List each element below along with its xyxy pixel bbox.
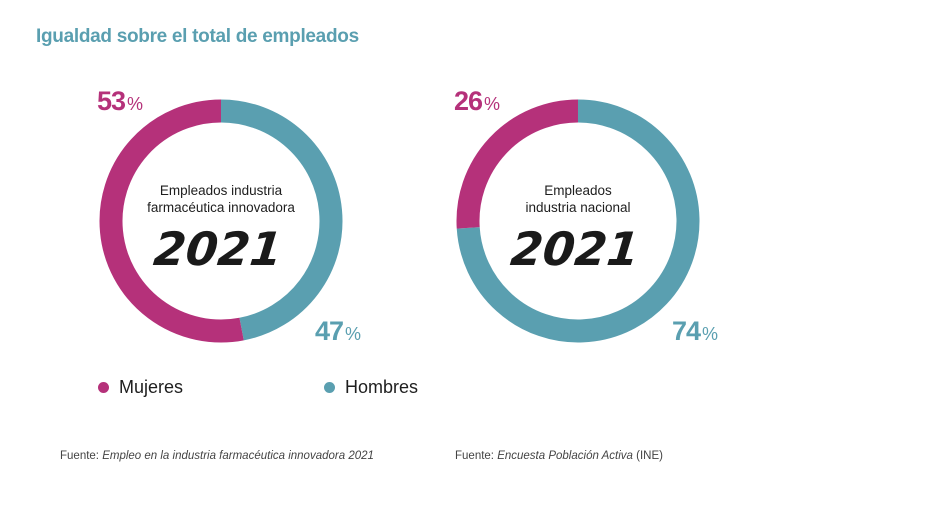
legend-swatch-mujeres (98, 381, 109, 393)
legend-item-mujeres: Mujeres (98, 375, 183, 399)
source-title: Encuesta Población Activa (497, 450, 633, 462)
source-note-1: Fuente: Empleo en la industria farmacéut… (60, 450, 374, 462)
donut-year-label: 2021 (151, 222, 285, 276)
source-title: Empleo en la industria farmacéutica inno… (102, 450, 374, 462)
donut-center-label: farmacéutica innovadora (147, 200, 295, 215)
source-prefix: Fuente: (455, 450, 498, 462)
legend-item-hombres: Hombres (324, 375, 418, 399)
donut-value-label-mujeres: 26% (454, 86, 500, 116)
donut-value-label-hombres: 74% (672, 316, 718, 346)
donut-value-label-mujeres: 53% (97, 86, 143, 116)
source-note-2: Fuente: Encuesta Población Activa (INE) (455, 450, 663, 462)
donut-slice-mujeres (456, 99, 579, 229)
donut-center-label: industria nacional (525, 200, 630, 215)
donut-slice-hombres (456, 99, 700, 343)
legend-label-mujeres: Mujeres (119, 376, 184, 397)
donut-year-label: 2021 (508, 222, 642, 276)
donut-center-label: Empleados (544, 183, 612, 198)
legend-label-hombres: Hombres (345, 376, 419, 397)
source-prefix: Fuente: (60, 450, 103, 462)
legend-swatch-hombres (324, 381, 335, 393)
donut-value-label-hombres: 47% (315, 316, 361, 346)
chart-title: Igualdad sobre el total de empleados (36, 26, 359, 47)
donut-slice-hombres (220, 99, 343, 341)
source-suffix: (INE) (632, 450, 663, 462)
donut-slice-mujeres (99, 99, 244, 343)
donut-center-label: Empleados industria (160, 183, 283, 198)
